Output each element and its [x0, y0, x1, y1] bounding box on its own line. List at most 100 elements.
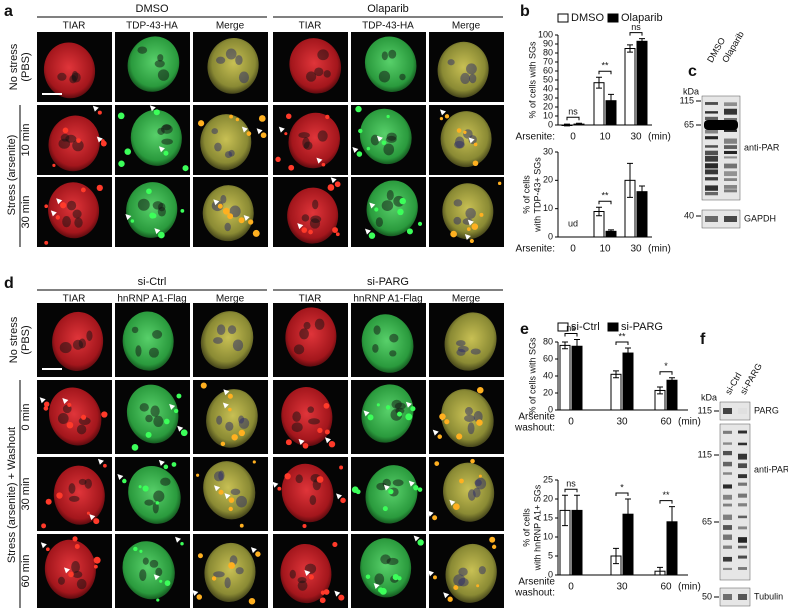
granule: [405, 413, 413, 421]
nucleolus: [385, 135, 397, 143]
nucleolus: [392, 479, 404, 487]
arrowhead: [364, 228, 371, 235]
nucleolus: [157, 54, 164, 62]
granule: [97, 110, 102, 115]
arrowhead: [50, 210, 57, 217]
granule: [410, 406, 416, 412]
arrowhead: [224, 493, 231, 500]
y-tick-label: 0: [548, 404, 553, 414]
nucleolus: [456, 348, 466, 356]
nucleus: [122, 541, 175, 600]
channel-label: TIAR: [63, 21, 86, 32]
granule: [417, 487, 423, 492]
y-tick-label: 100: [538, 29, 553, 39]
granule: [130, 219, 135, 223]
band: [705, 111, 718, 114]
band: [705, 129, 718, 134]
arrowhead: [213, 199, 220, 206]
band: [738, 442, 747, 446]
row-label: No stress: [8, 43, 20, 90]
granule: [324, 429, 330, 435]
y-tick-label: 0: [548, 569, 553, 579]
band: [738, 463, 747, 469]
lane-label: si-PARG: [738, 361, 764, 396]
granule: [260, 132, 267, 139]
granule: [332, 227, 338, 233]
nucleolus: [394, 402, 406, 410]
band: [723, 594, 732, 600]
nucleus: [437, 41, 489, 98]
nucleolus: [211, 128, 218, 135]
granule: [227, 393, 233, 399]
nucleolus: [454, 136, 465, 149]
nucleolus: [309, 495, 317, 506]
nucleolus: [374, 573, 385, 585]
arrowhead: [304, 570, 311, 577]
granule: [308, 229, 313, 235]
arrowhead: [468, 137, 475, 144]
nucleolus: [157, 127, 165, 135]
significance-bracket: [564, 332, 578, 337]
x-unit: (min): [678, 417, 701, 428]
row-label: 30 min: [20, 195, 32, 228]
blot-label: Tubulin: [754, 591, 783, 601]
nucleolus: [380, 554, 391, 565]
panel-label: c: [688, 63, 697, 80]
granule: [228, 407, 232, 412]
nucleolus: [303, 321, 311, 330]
y-axis-label: % of cells with SGs: [527, 337, 537, 415]
granule: [392, 574, 399, 581]
granule: [163, 464, 169, 470]
arrowhead: [149, 105, 156, 112]
bar: [593, 82, 605, 126]
y-tick-label: 90: [543, 38, 553, 48]
nucleolus: [381, 51, 388, 61]
granule: [101, 411, 108, 418]
bar: [636, 40, 648, 126]
granule: [196, 473, 200, 477]
granule: [227, 213, 234, 220]
granule: [60, 202, 67, 209]
y-tick-label: 15: [543, 512, 553, 522]
nucleolus: [302, 137, 310, 149]
arrowhead: [250, 547, 257, 554]
nucleus: [200, 311, 254, 370]
granule: [456, 128, 462, 133]
arrowhead: [297, 223, 304, 230]
arrowhead: [243, 215, 250, 222]
nucleolus: [470, 348, 481, 355]
band: [723, 503, 732, 507]
granule: [252, 460, 256, 464]
granule: [220, 441, 226, 447]
band: [723, 461, 732, 467]
x-tick-label: 30: [630, 132, 642, 143]
granule: [164, 418, 170, 425]
granule: [376, 403, 380, 407]
row-label: No stress: [8, 316, 20, 363]
significance-bracket: [629, 32, 643, 36]
band: [705, 145, 718, 148]
marker-label: 50: [702, 591, 712, 601]
nucleolus: [238, 71, 250, 84]
legend-swatch: [607, 322, 619, 332]
row-label: 0 min: [20, 404, 32, 431]
granule: [222, 207, 230, 215]
granule: [164, 580, 171, 586]
granule: [285, 439, 292, 446]
nucleolus: [157, 69, 170, 81]
granule: [339, 465, 344, 470]
band: [723, 567, 732, 571]
arrowhead: [153, 574, 160, 581]
row-label: 10 min: [20, 123, 32, 156]
nucleolus: [152, 330, 163, 339]
row-label: (PBS): [20, 52, 32, 81]
x-axis-label: Arsenite: [518, 577, 555, 588]
significance-label: *: [620, 482, 624, 492]
error-bar: [574, 338, 580, 354]
granule: [453, 585, 459, 591]
nucleolus: [71, 561, 80, 573]
granule: [76, 138, 81, 143]
nucleolus: [148, 347, 159, 358]
nucleolus: [395, 407, 405, 415]
